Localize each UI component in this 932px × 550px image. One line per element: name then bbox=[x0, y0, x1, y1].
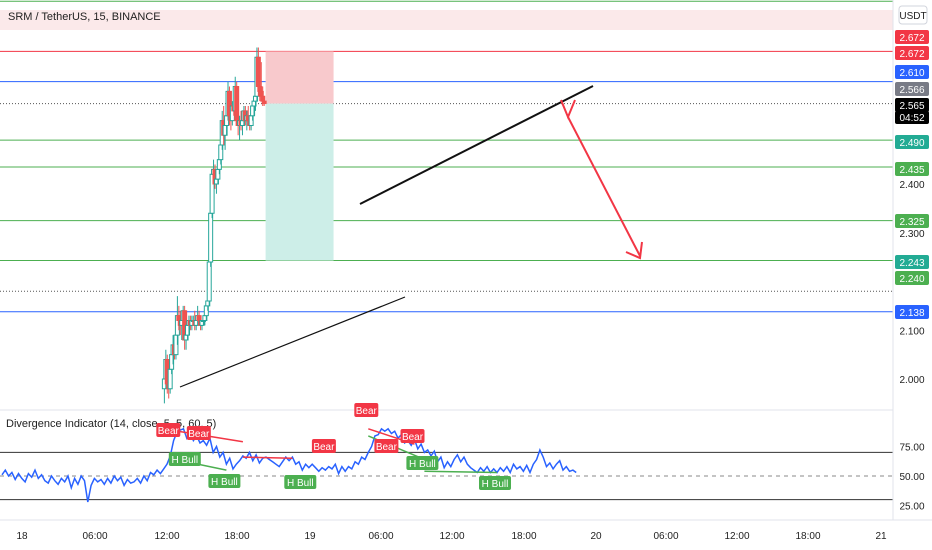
divergence-label-5: H Bull bbox=[211, 477, 238, 488]
time-tick-9: 06:00 bbox=[653, 531, 678, 542]
divergence-label-9: H Bull bbox=[409, 459, 436, 470]
candles bbox=[161, 47, 267, 404]
time-tick-8: 20 bbox=[590, 531, 602, 542]
divergence-label-8: Bear bbox=[402, 432, 424, 443]
indicator-title: Divergence Indicator (14, close, 5, 5, 6… bbox=[6, 418, 216, 430]
time-tick-12: 21 bbox=[875, 531, 887, 542]
price-label-bg-10 bbox=[895, 305, 929, 319]
divergence-label-bg-10 bbox=[479, 476, 511, 490]
price-tick-0: 2.400 bbox=[899, 180, 924, 191]
price-label-1: 2.672 bbox=[899, 49, 924, 60]
indicator-line bbox=[1, 427, 577, 503]
currency-badge[interactable]: USDT bbox=[898, 5, 928, 25]
price-label-bg-4 bbox=[895, 98, 929, 112]
countdown-bg bbox=[895, 111, 929, 124]
price-label-10: 2.138 bbox=[899, 308, 924, 319]
currency-label: USDT bbox=[899, 11, 926, 22]
divergence-label-bg-0 bbox=[156, 423, 181, 437]
price-label-bg-6 bbox=[895, 162, 929, 176]
lower-trendline[interactable] bbox=[179, 296, 406, 388]
indicator-tick-2: 25.00 bbox=[899, 502, 924, 513]
divergence-label-bg-4 bbox=[374, 439, 399, 453]
price-label-bg-2 bbox=[895, 65, 929, 79]
bull-divergence-line-2 bbox=[424, 470, 498, 474]
divergence-label-3: Bear bbox=[313, 442, 335, 453]
price-label-bg-0 bbox=[895, 30, 929, 44]
divergence-label-bg-1 bbox=[186, 426, 211, 440]
time-tick-4: 19 bbox=[304, 531, 316, 542]
divergence-labels: Bear Bear H Bull Bear Bear H Bull H Bull Bear Be… bbox=[156, 403, 511, 490]
time-tick-2: 12:00 bbox=[154, 531, 179, 542]
countdown-label: 04:52 bbox=[899, 113, 924, 124]
price-label-4: 2.565 bbox=[899, 101, 924, 112]
top-highlight-zone bbox=[0, 10, 893, 30]
candle-31 bbox=[206, 261, 212, 302]
price-label-2: 2.610 bbox=[899, 68, 924, 79]
divergence-label-bg-7 bbox=[354, 403, 379, 417]
divergence-label-0: Bear bbox=[158, 426, 180, 437]
divergence-label-bg-3 bbox=[311, 439, 336, 453]
price-label-bg-8 bbox=[895, 255, 929, 269]
time-tick-6: 12:00 bbox=[439, 531, 464, 542]
price-label-9: 2.240 bbox=[899, 274, 924, 285]
divergence-label-bg-9 bbox=[406, 456, 439, 470]
divergence-label-2: H Bull bbox=[171, 455, 198, 466]
price-label-bg-7 bbox=[895, 214, 929, 228]
divergence-label-4: Bear bbox=[376, 442, 398, 453]
time-tick-5: 06:00 bbox=[368, 531, 393, 542]
indicator-tick-0: 75.00 bbox=[899, 443, 924, 454]
divergence-label-10: H Bull bbox=[482, 479, 509, 490]
divergence-label-1: Bear bbox=[188, 429, 210, 440]
price-label-7: 2.325 bbox=[899, 217, 924, 228]
time-tick-11: 18:00 bbox=[795, 531, 820, 542]
projection-arrow[interactable] bbox=[560, 99, 643, 260]
time-tick-1: 06:00 bbox=[82, 531, 107, 542]
horizontal-lines[interactable] bbox=[0, 0, 893, 313]
bear-divergence-line-1 bbox=[242, 456, 293, 460]
indicator-tick-1: 50.00 bbox=[899, 472, 924, 483]
divergence-label-bg-8 bbox=[400, 429, 425, 443]
price-label-bg-9 bbox=[895, 271, 929, 285]
price-tick-2: 2.100 bbox=[899, 326, 924, 337]
price-label-6: 2.435 bbox=[899, 165, 924, 176]
time-tick-7: 18:00 bbox=[511, 531, 536, 542]
price-label-bg-1 bbox=[895, 46, 929, 60]
price-ticks: 2.400 2.300 2.100 2.000 bbox=[899, 180, 924, 386]
time-tick-3: 18:00 bbox=[224, 531, 249, 542]
divergence-label-6: H Bull bbox=[287, 478, 314, 489]
indicator-ticks: 75.00 50.00 25.00 bbox=[899, 443, 924, 513]
price-label-5: 2.490 bbox=[899, 138, 924, 149]
candle-32 bbox=[208, 212, 214, 263]
divergence-label-bg-5 bbox=[208, 474, 241, 488]
price-labels: 2.672 2.672 2.610 2.566 2.565 2.490 2.435 2.325… bbox=[895, 30, 929, 319]
divergence-label-bg-2 bbox=[168, 452, 201, 466]
price-label-0: 2.672 bbox=[899, 33, 924, 44]
chart-title: SRM / TetherUS, 15, BINANCE bbox=[8, 11, 161, 23]
price-label-bg-5 bbox=[895, 135, 929, 149]
price-label-3: 2.566 bbox=[899, 85, 924, 96]
divergence-label-7: Bear bbox=[356, 406, 378, 417]
stop-loss-zone[interactable] bbox=[265, 51, 334, 104]
take-profit-zone[interactable] bbox=[265, 103, 334, 261]
time-axis[interactable]: 18 06:00 12:00 18:00 19 06:00 12:00 18:00 20 06:0… bbox=[16, 531, 887, 542]
upper-trendline[interactable] bbox=[359, 85, 594, 205]
time-tick-0: 18 bbox=[16, 531, 28, 542]
price-tick-1: 2.300 bbox=[899, 229, 924, 240]
indicator-levels bbox=[0, 451, 893, 501]
price-label-8: 2.243 bbox=[899, 258, 924, 269]
candle-69 bbox=[261, 100, 267, 105]
divergence-label-bg-6 bbox=[284, 475, 317, 489]
price-tick-3: 2.000 bbox=[899, 375, 924, 386]
price-label-bg-3 bbox=[895, 82, 929, 96]
time-tick-10: 12:00 bbox=[724, 531, 749, 542]
